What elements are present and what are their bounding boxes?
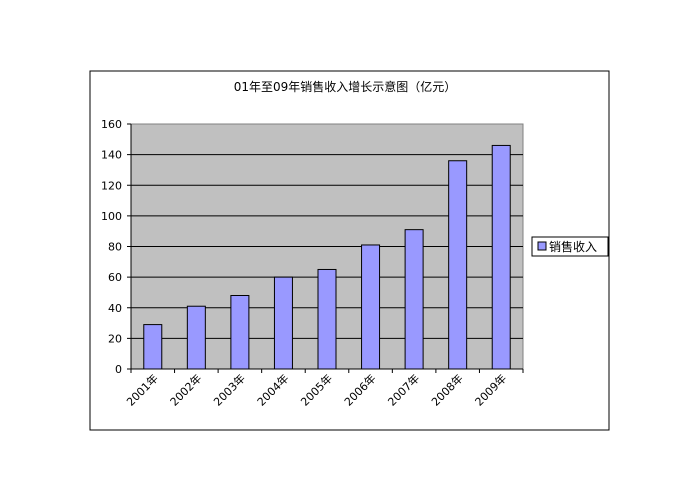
- bar: [143, 324, 163, 370]
- y-tick-label: 40: [108, 302, 122, 315]
- bar: [230, 295, 250, 370]
- y-tick-label: 20: [108, 332, 122, 345]
- bar: [317, 268, 337, 370]
- y-axis: 0 20 40 60 80 100 120 140 160: [101, 118, 132, 376]
- bar: [361, 244, 381, 370]
- chart-title: 01年至09年销售收入增长示意图（亿元）: [234, 79, 457, 94]
- y-tick-label: 0: [115, 363, 122, 376]
- y-tick-label: 100: [101, 210, 122, 223]
- bar: [404, 229, 424, 370]
- legend: 销售收入: [531, 236, 609, 257]
- bar: [491, 144, 511, 370]
- y-tick-label: 60: [108, 271, 122, 284]
- legend-box: [531, 236, 609, 257]
- legend-label: 销售收入: [549, 239, 597, 254]
- y-tick-label: 80: [108, 241, 122, 254]
- bar: [273, 276, 293, 370]
- legend-swatch: [537, 241, 547, 251]
- bar: [448, 160, 468, 370]
- y-tick-label: 160: [101, 118, 122, 131]
- bars: [143, 144, 511, 370]
- y-tick-label: 140: [101, 149, 122, 162]
- bar: [186, 305, 206, 370]
- y-tick-label: 120: [101, 179, 122, 192]
